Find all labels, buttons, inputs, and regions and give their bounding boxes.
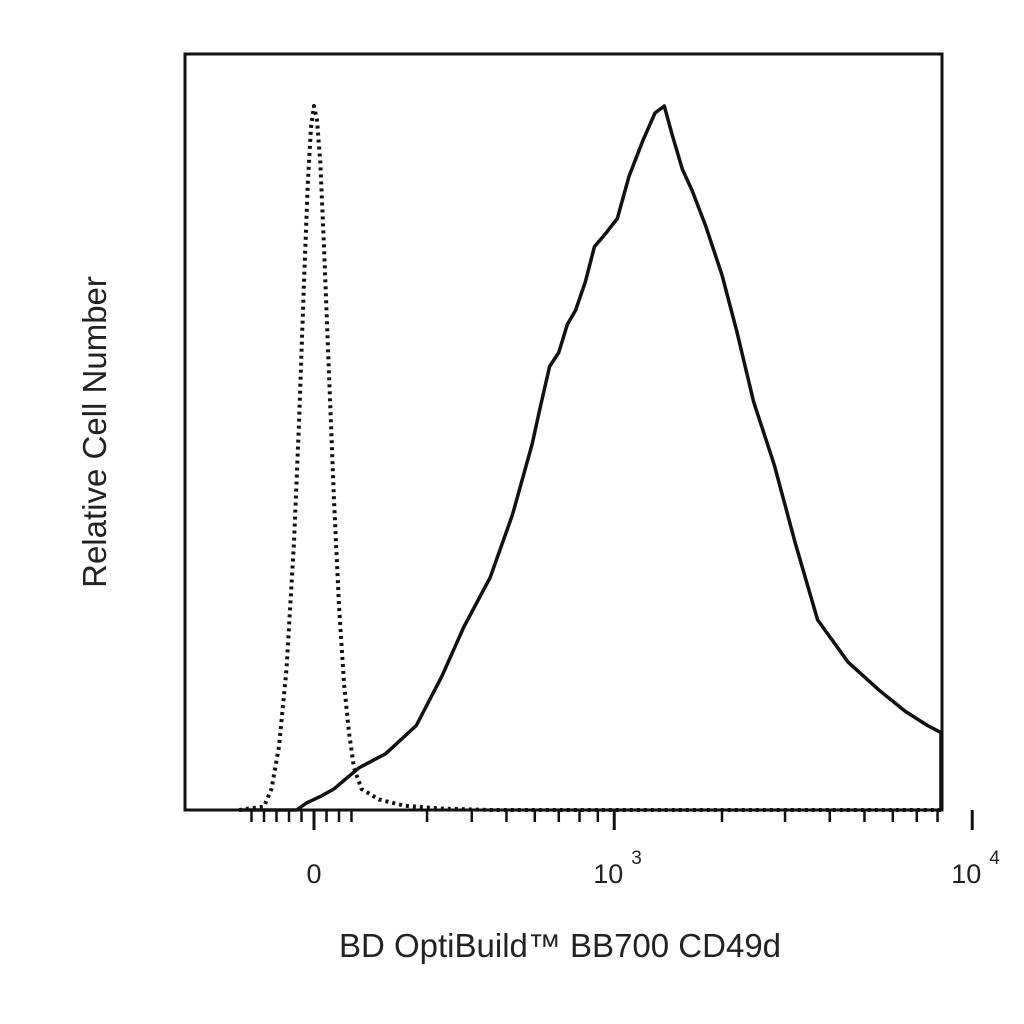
x-axis-tick-labels: 0103104105 xyxy=(306,848,1000,889)
x-axis-title: BD OptiBuild™ BB700 CD49d xyxy=(339,927,781,964)
plot-frame xyxy=(183,52,944,812)
series-layer xyxy=(238,104,943,812)
stained-sample-curve xyxy=(239,104,943,812)
x-axis-major-ticks xyxy=(312,810,974,830)
y-axis-title: Relative Cell Number xyxy=(76,276,113,588)
x-tick-label: 0 xyxy=(306,859,321,889)
x-tick-label-exponent: 3 xyxy=(631,848,642,869)
x-tick-label-exponent: 4 xyxy=(989,848,1000,869)
x-tick-label: 10 xyxy=(593,859,623,889)
isotype-control-curve xyxy=(238,104,941,812)
x-tick-label: 10 xyxy=(951,859,981,889)
